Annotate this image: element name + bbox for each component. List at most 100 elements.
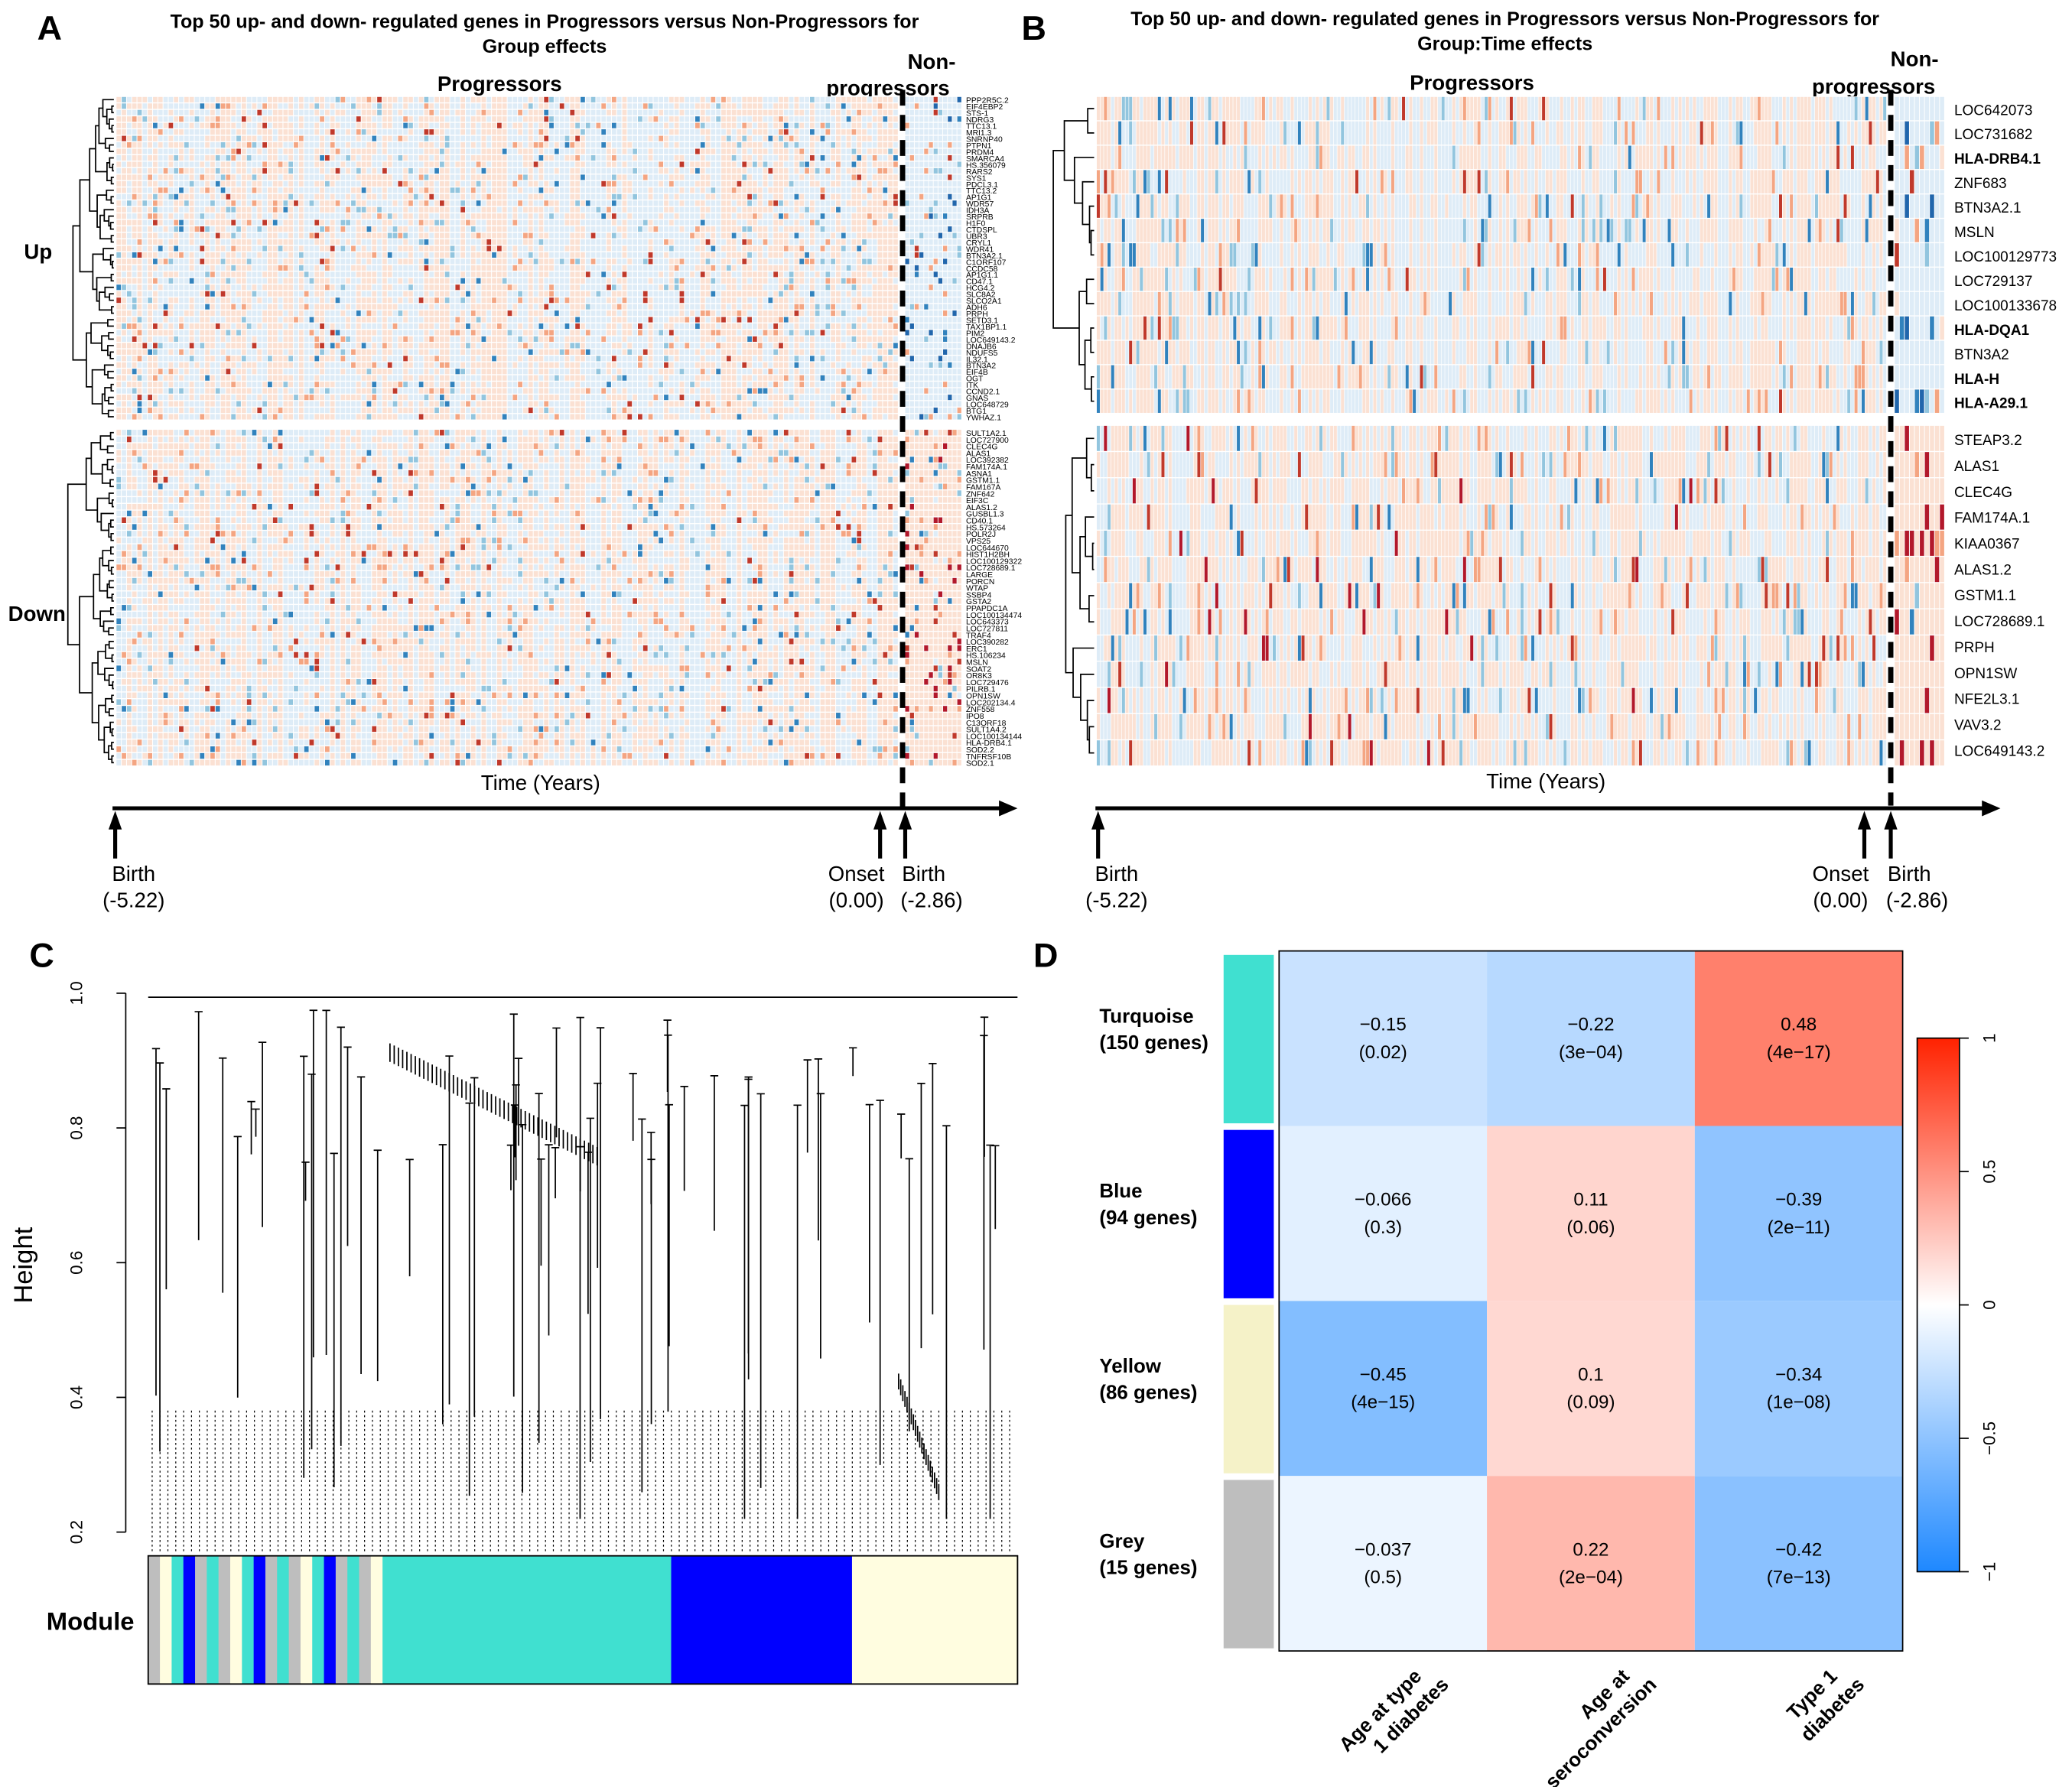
heatmap-cell — [215, 116, 220, 122]
heatmap-cell — [335, 200, 340, 206]
heatmap-cell — [549, 382, 554, 388]
heatmap-cell — [570, 343, 575, 349]
heatmap-cell — [309, 310, 314, 317]
non-progressors-label-2: progressors — [826, 76, 949, 99]
heatmap-cell — [466, 408, 470, 414]
heatmap-cell — [174, 109, 179, 115]
heatmap-cell — [351, 96, 356, 102]
heatmap-cell — [492, 180, 496, 187]
heatmap-cell — [241, 200, 246, 206]
heatmap-cell — [366, 252, 372, 258]
heatmap-cell — [153, 116, 158, 122]
heatmap-cell — [236, 187, 241, 193]
heatmap-cell — [226, 271, 231, 278]
heatmap-cell — [268, 109, 272, 115]
heatmap-cell — [122, 135, 126, 141]
heatmap-cell — [507, 219, 512, 226]
heatmap-cell — [403, 369, 408, 375]
heatmap-cell — [476, 213, 481, 219]
heatmap-cell — [554, 252, 559, 258]
heatmap-cell — [559, 278, 564, 284]
heatmap-cell — [200, 375, 205, 381]
heatmap-cell — [476, 297, 481, 304]
heatmap-cell — [611, 265, 616, 271]
heatmap-cell — [466, 252, 470, 258]
heatmap-cell — [403, 408, 408, 414]
heatmap-cell — [372, 336, 377, 343]
heatmap-cell — [622, 232, 627, 239]
heatmap-cell — [268, 226, 272, 232]
heatmap-cell — [607, 356, 611, 362]
heatmap-cell — [398, 232, 403, 239]
heatmap-cell — [424, 284, 429, 291]
heatmap-cell — [486, 401, 492, 407]
heatmap-cell — [633, 336, 637, 343]
heatmap-cell — [268, 96, 272, 102]
heatmap-cell — [137, 174, 142, 180]
heatmap-cell — [262, 284, 267, 291]
heatmap-cell — [496, 200, 502, 206]
heatmap-cell — [231, 154, 236, 161]
heatmap-cell — [298, 122, 304, 128]
heatmap-cell — [392, 258, 398, 265]
heatmap-cell — [361, 193, 366, 200]
heatmap-cell — [585, 252, 590, 258]
heatmap-cell — [351, 343, 356, 349]
heatmap-cell — [575, 154, 581, 161]
heatmap-cell — [512, 219, 518, 226]
heatmap-cell — [372, 206, 377, 213]
heatmap-cell — [126, 206, 132, 213]
heatmap-cell — [351, 174, 356, 180]
heatmap-cell — [429, 116, 434, 122]
down-label: Down — [8, 602, 66, 625]
heatmap-cell — [492, 278, 496, 284]
heatmap-cell — [278, 291, 283, 297]
heatmap-cell — [481, 142, 486, 148]
heatmap-cell — [434, 258, 439, 265]
heatmap-cell — [633, 330, 637, 336]
heatmap-cell — [252, 388, 257, 394]
heatmap-cell — [372, 180, 377, 187]
heatmap-cell — [158, 271, 163, 278]
heatmap-cell — [466, 330, 470, 336]
heatmap-cell — [236, 369, 241, 375]
heatmap-cell — [429, 265, 434, 271]
heatmap-cell — [241, 193, 246, 200]
heatmap-cell — [122, 258, 126, 265]
heatmap-cell — [533, 109, 538, 115]
heatmap-cell — [523, 271, 528, 278]
heatmap-cell — [174, 232, 179, 239]
heatmap-cell — [268, 304, 272, 310]
heatmap-cell — [596, 135, 601, 141]
heatmap-cell — [158, 369, 163, 375]
heatmap-cell — [366, 408, 372, 414]
heatmap-cell — [413, 330, 418, 336]
heatmap-cell — [309, 200, 314, 206]
heatmap-cell — [314, 109, 320, 115]
heatmap-cell — [309, 103, 314, 109]
heatmap-cell — [236, 135, 241, 141]
heatmap-cell — [455, 401, 460, 407]
heatmap-cell — [309, 401, 314, 407]
heatmap-cell — [257, 258, 262, 265]
heatmap-cell — [330, 382, 335, 388]
heatmap-cell — [294, 200, 298, 206]
heatmap-cell — [528, 343, 533, 349]
heatmap-cell — [616, 414, 622, 420]
heatmap-cell — [200, 343, 205, 349]
heatmap-cell — [158, 129, 163, 135]
heatmap-cell — [481, 174, 486, 180]
heatmap-cell — [304, 388, 309, 394]
heatmap-cell — [200, 239, 205, 245]
heatmap-cell — [142, 388, 148, 394]
heatmap-cell — [601, 349, 607, 355]
heatmap-cell — [189, 349, 194, 355]
heatmap-cell — [429, 375, 434, 381]
heatmap-cell — [528, 362, 533, 368]
heatmap-cell — [283, 291, 288, 297]
heatmap-cell — [496, 252, 502, 258]
heatmap-cell — [346, 154, 351, 161]
heatmap-cell — [294, 109, 298, 115]
heatmap-cell — [278, 213, 283, 219]
heatmap-cell — [413, 265, 418, 271]
